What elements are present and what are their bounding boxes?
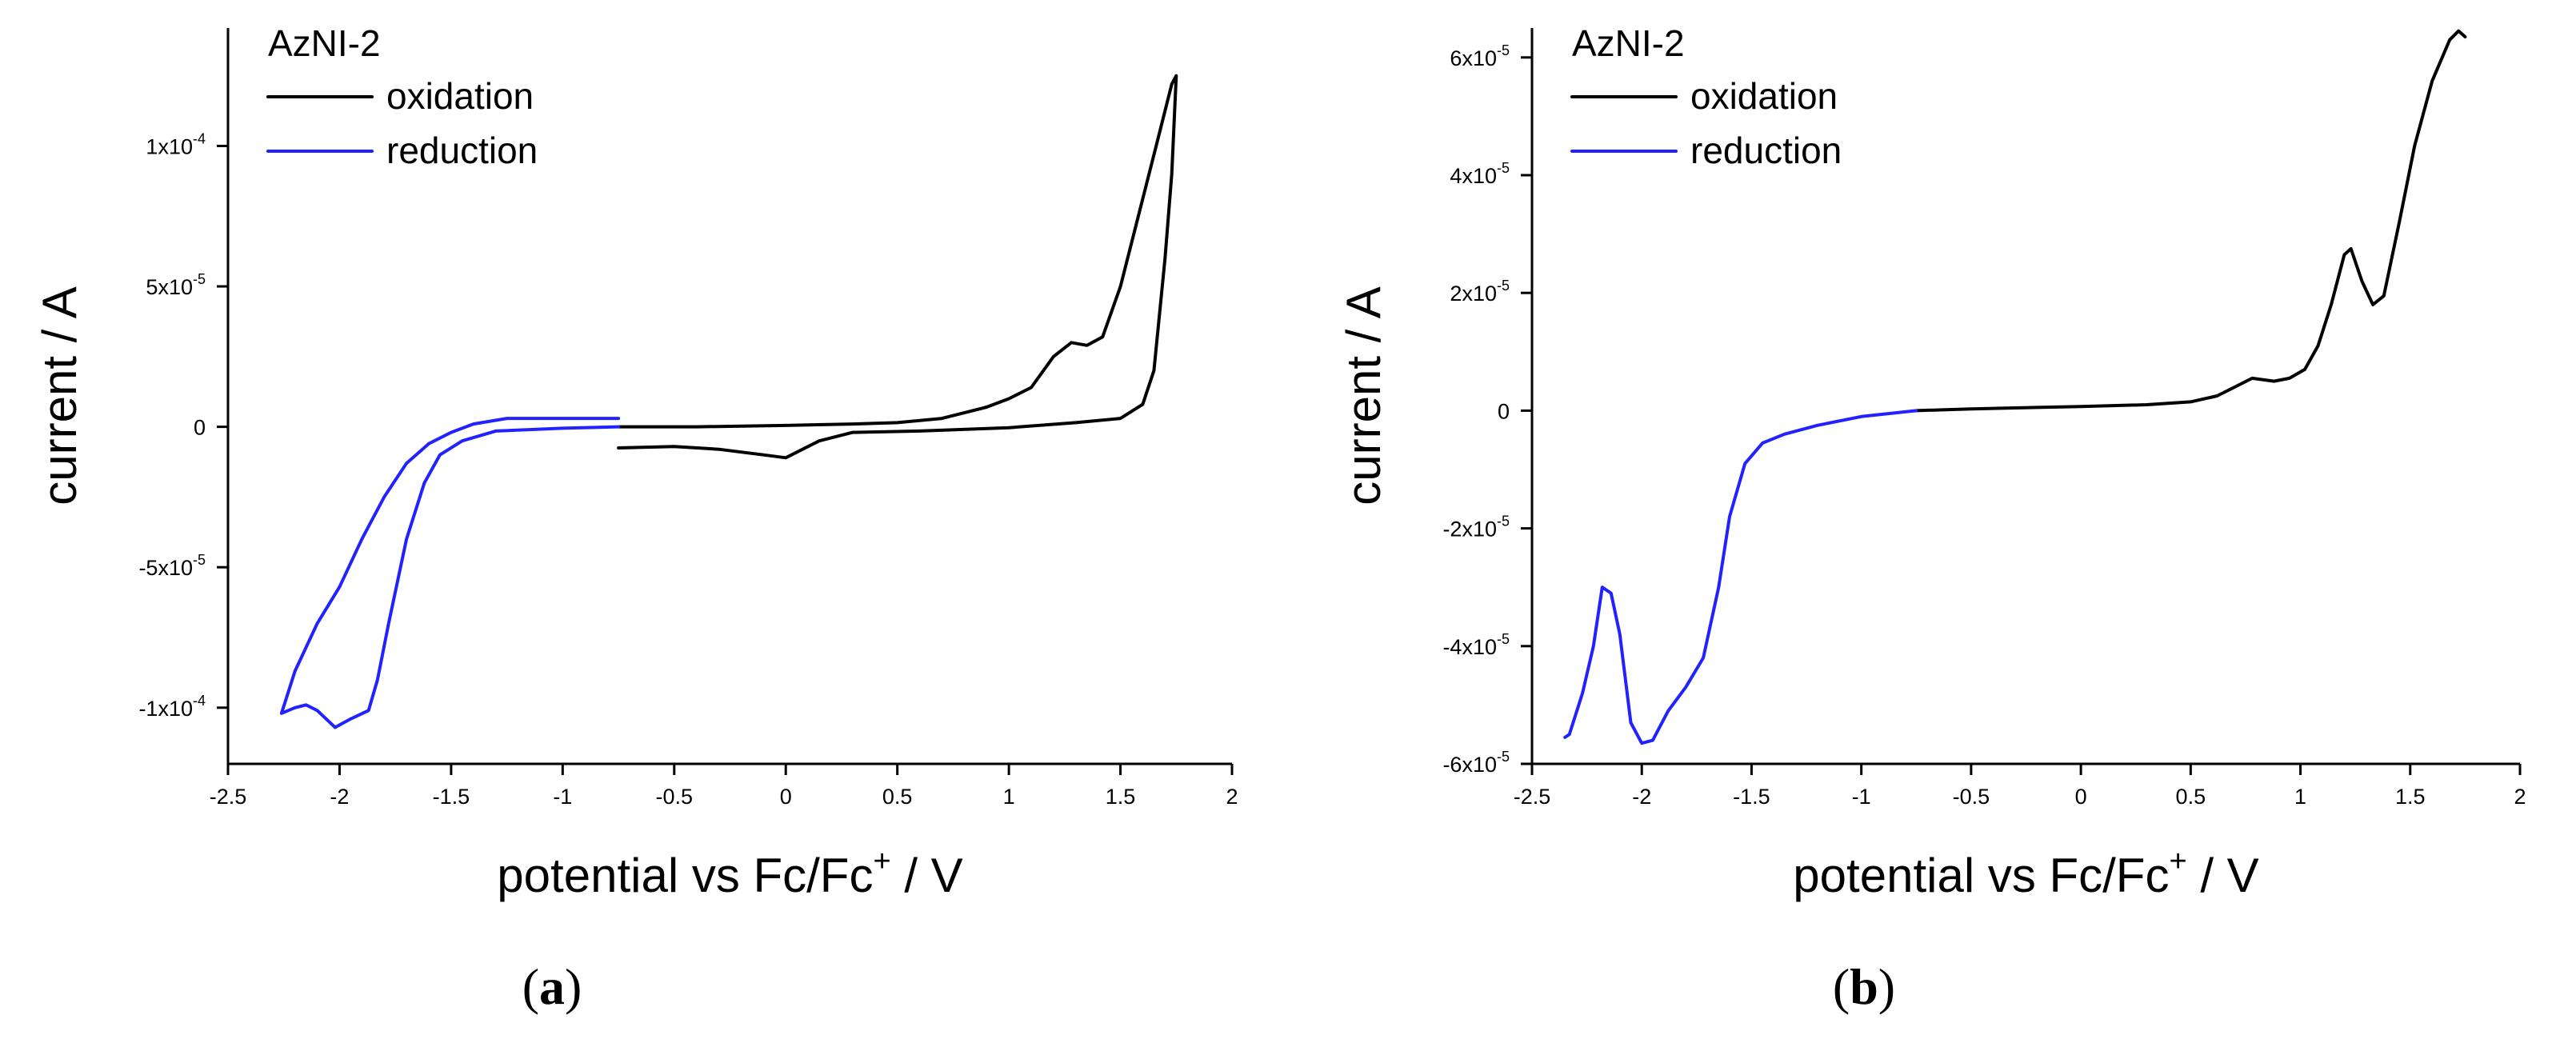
y-axis-title-a: current / A	[33, 286, 86, 505]
x-tick-label-b: -2.5	[1514, 785, 1551, 809]
series-group-a	[279, 74, 1178, 729]
legend-label-reduction-b: reduction	[1690, 130, 1842, 171]
legend-title-a: AzNI-2	[268, 22, 381, 64]
y-axis-title-b: current / A	[1337, 286, 1390, 505]
x-axis-title-main-a: potential vs Fc/Fc	[497, 849, 873, 902]
y-tick-label-a: -5x10-5	[138, 552, 206, 580]
x-tick-label-b: 0	[2075, 785, 2087, 809]
x-tick-label-a: 1	[1003, 785, 1015, 809]
y-tick-label-b: 4x10-5	[1450, 160, 1510, 188]
y-ticks-b: -6x10-5 -4x10-5 -2x10-5 0 2x10-5 4x10-5 6x10-5	[1442, 42, 1532, 777]
y-tick-label-b: 0	[1498, 399, 1510, 423]
legend-title-b: AzNI-2	[1572, 22, 1685, 64]
x-axis-title-sup-b: +	[2169, 845, 2186, 878]
series-line-reduction-a	[279, 417, 621, 729]
y-tick-label-a: -1x10-4	[138, 693, 206, 721]
y-tick-label-a: 1x10-4	[146, 130, 206, 158]
x-axis-title-main-b: potential vs Fc/Fc	[1793, 849, 2169, 902]
x-tick-label-a: 0.5	[882, 785, 913, 809]
y-tick-label-b: 6x10-5	[1450, 42, 1510, 70]
legend-label-oxidation-b: oxidation	[1690, 75, 1838, 117]
y-ticks-a: -1x10-4 -5x10-5 0 5x10-5 1x10-4	[138, 130, 228, 721]
y-tick-label-b: 2x10-5	[1450, 278, 1510, 306]
panel-caption-letter-b: b	[1850, 958, 1878, 1015]
panel-caption-a: (a)	[522, 958, 582, 1015]
y-tick-label-b: -2x10-5	[1442, 514, 1510, 541]
panel-b: -2.5 -2 -1.5 -1 -0.5 0 0.5 1 1.5 2 -6x10-5 -4x10-5…	[1337, 22, 2526, 1015]
x-tick-label-a: 2	[1226, 785, 1238, 809]
x-tick-label-a: -0.5	[656, 785, 694, 809]
x-tick-label-b: -1.5	[1733, 785, 1770, 809]
x-tick-label-b: 1.5	[2395, 785, 2426, 809]
series-line-oxidation-b	[1914, 29, 2467, 413]
x-tick-label-b: 1	[2294, 785, 2306, 809]
x-axis-title-unit-a: / V	[891, 849, 963, 902]
series-line-oxidation-a	[617, 74, 1178, 460]
y-tick-label-a: 0	[194, 416, 206, 440]
x-axis-title-a: potential vs Fc/Fc+ / V	[497, 845, 962, 902]
x-tick-label-a: -2	[330, 785, 349, 809]
x-tick-label-a: -1	[553, 785, 572, 809]
x-axis-title-unit-b: / V	[2187, 849, 2259, 902]
panel-a: -2.5 -2 -1.5 -1 -0.5 0 0.5 1 1.5 2 -1x10-4 -5x10-5…	[33, 22, 1238, 1015]
y-tick-label-a: 5x10-5	[146, 271, 206, 299]
x-tick-label-b: 2	[2514, 785, 2526, 809]
x-tick-label-b: 0.5	[2176, 785, 2206, 809]
x-axis-title-sup-a: +	[873, 845, 890, 878]
legend-label-reduction-a: reduction	[386, 130, 538, 171]
panel-caption-letter-a: a	[539, 958, 565, 1015]
series-group-b	[1563, 29, 2467, 745]
y-tick-label-b: -4x10-5	[1442, 631, 1510, 659]
x-tick-label-b: -1	[1852, 785, 1871, 809]
y-tick-label-b: -6x10-5	[1442, 749, 1510, 777]
x-ticks-b: -2.5 -2 -1.5 -1 -0.5 0 0.5 1 1.5 2	[1514, 764, 2526, 809]
x-ticks-a: -2.5 -2 -1.5 -1 -0.5 0 0.5 1 1.5 2	[210, 764, 1238, 809]
x-tick-label-a: 0	[780, 785, 792, 809]
x-tick-label-b: -2	[1632, 785, 1651, 809]
x-tick-label-a: -1.5	[433, 785, 470, 809]
x-tick-label-a: 1.5	[1106, 785, 1136, 809]
x-tick-label-b: -0.5	[1953, 785, 1990, 809]
x-axis-title-b: potential vs Fc/Fc+ / V	[1793, 845, 2258, 902]
x-tick-label-a: -2.5	[210, 785, 247, 809]
panel-caption-b: (b)	[1833, 958, 1895, 1015]
series-line-reduction-b	[1563, 409, 1918, 745]
legend-label-oxidation-a: oxidation	[386, 75, 534, 117]
